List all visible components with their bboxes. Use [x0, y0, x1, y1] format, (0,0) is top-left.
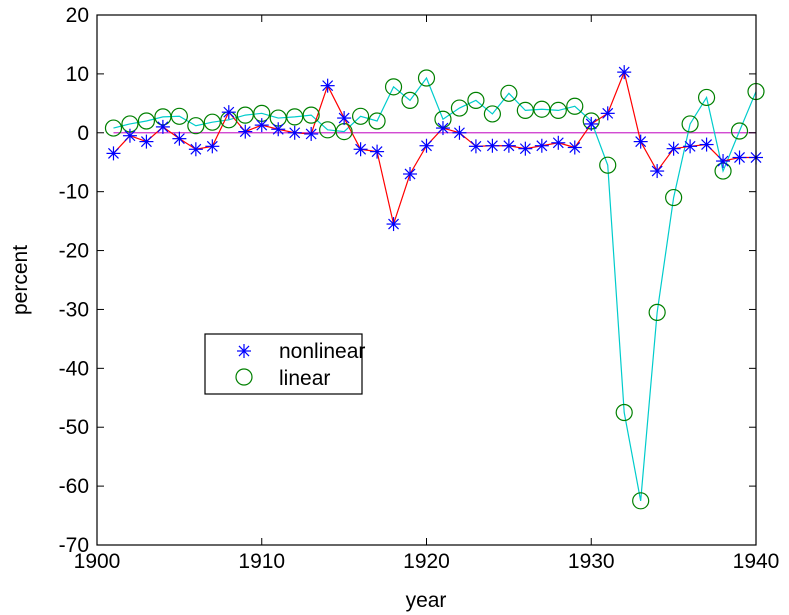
- data-point-linear-1917: [368, 112, 386, 130]
- y-tick-label--20: -20: [59, 240, 89, 263]
- y-tick-label--60: -60: [59, 475, 89, 498]
- y-tick-label-0: 0: [77, 122, 89, 145]
- data-point-nonlinear-1921: [435, 121, 450, 136]
- data-point-nonlinear-1936: [683, 139, 698, 154]
- data-point-linear-1906: [187, 117, 205, 135]
- y-tick-label--70: -70: [59, 534, 89, 557]
- data-point-nonlinear-1902: [122, 128, 137, 143]
- y-tick-label--40: -40: [59, 357, 89, 380]
- x-axis-title: year: [406, 589, 447, 612]
- series-markers-nonlinear: [106, 65, 763, 232]
- legend-label-linear: linear: [279, 367, 330, 390]
- data-point-nonlinear-1925: [501, 138, 516, 153]
- legend-marker-nonlinear: [237, 344, 251, 358]
- data-point-nonlinear-1924: [485, 138, 500, 153]
- data-point-nonlinear-1939: [732, 150, 747, 165]
- data-point-nonlinear-1912: [287, 125, 302, 140]
- data-point-linear-1928: [549, 101, 567, 120]
- data-point-linear-1934: [648, 303, 666, 321]
- data-point-nonlinear-1934: [650, 164, 665, 179]
- x-tick-label-1920: 1920: [403, 550, 450, 573]
- data-point-nonlinear-1922: [452, 125, 467, 140]
- data-point-linear-1939: [730, 122, 749, 140]
- data-point-nonlinear-1923: [468, 139, 483, 154]
- y-tick-label-10: 10: [66, 63, 89, 86]
- data-point-linear-1935: [665, 188, 683, 207]
- data-point-linear-1913: [302, 106, 320, 124]
- data-point-nonlinear-1928: [551, 135, 566, 150]
- data-point-linear-1905: [170, 107, 188, 125]
- data-point-linear-1936: [681, 115, 699, 133]
- data-point-linear-1918: [384, 78, 403, 96]
- data-point-linear-1916: [352, 107, 370, 125]
- data-point-nonlinear-1916: [353, 142, 368, 157]
- data-point-linear-1909: [236, 106, 254, 124]
- data-point-linear-1929: [566, 97, 584, 115]
- data-point-linear-1925: [500, 84, 518, 102]
- data-point-linear-1920: [417, 69, 436, 87]
- data-point-linear-1924: [483, 105, 501, 123]
- y-axis-title: percent: [9, 245, 32, 315]
- x-tick-label-1900: 1900: [74, 550, 121, 573]
- data-point-nonlinear-1930: [584, 116, 599, 131]
- data-point-nonlinear-1920: [419, 138, 434, 153]
- y-tick-label--30: -30: [59, 298, 89, 321]
- data-point-linear-1903: [137, 112, 156, 130]
- data-point-linear-1933: [632, 492, 650, 510]
- data-point-nonlinear-1909: [238, 124, 253, 139]
- legend: nonlinear linear: [204, 333, 365, 395]
- data-point-linear-1932: [615, 403, 633, 422]
- plot-area: [97, 15, 756, 545]
- data-point-nonlinear-1906: [188, 142, 203, 157]
- legend-box: [204, 333, 363, 395]
- data-point-linear-1937: [697, 88, 716, 107]
- data-point-nonlinear-1910: [254, 118, 269, 133]
- data-point-nonlinear-1933: [633, 134, 648, 149]
- x-tick-label-1930: 1930: [568, 550, 615, 573]
- data-point-nonlinear-1937: [699, 137, 714, 152]
- data-point-nonlinear-1932: [617, 65, 632, 80]
- data-point-nonlinear-1901: [106, 146, 121, 161]
- data-point-nonlinear-1926: [518, 141, 533, 156]
- series-line-nonlinear: [113, 70, 756, 227]
- data-point-nonlinear-1913: [304, 126, 319, 141]
- data-point-nonlinear-1919: [403, 167, 418, 181]
- data-point-nonlinear-1917: [370, 144, 385, 159]
- data-point-linear-1912: [286, 108, 304, 126]
- data-point-linear-1923: [467, 91, 485, 109]
- data-point-nonlinear-1914: [320, 78, 335, 93]
- data-point-nonlinear-1904: [155, 119, 170, 134]
- data-point-nonlinear-1905: [172, 131, 187, 146]
- data-point-linear-1931: [599, 156, 617, 174]
- data-point-nonlinear-1908: [221, 105, 236, 120]
- data-point-linear-1914: [319, 121, 337, 139]
- data-point-nonlinear-1929: [567, 140, 582, 155]
- legend-marker-linear: [235, 368, 253, 386]
- x-tick-label-1940: 1940: [733, 550, 780, 573]
- data-point-nonlinear-1903: [139, 134, 154, 149]
- data-point-nonlinear-1907: [205, 139, 220, 154]
- data-point-linear-1919: [401, 91, 419, 109]
- data-point-nonlinear-1938: [716, 154, 731, 169]
- data-point-nonlinear-1927: [534, 138, 549, 153]
- data-point-linear-1907: [203, 113, 221, 131]
- y-tick-label--10: -10: [59, 181, 89, 204]
- legend-label-nonlinear: nonlinear: [279, 340, 365, 363]
- data-point-nonlinear-1915: [337, 111, 352, 126]
- data-point-nonlinear-1918: [386, 217, 401, 232]
- y-tick-label--50: -50: [59, 416, 89, 439]
- data-point-nonlinear-1935: [666, 141, 681, 156]
- data-point-linear-1901: [104, 119, 123, 137]
- data-point-nonlinear-1911: [271, 122, 286, 137]
- x-tick-label-1910: 1910: [238, 550, 285, 573]
- data-point-linear-1922: [450, 99, 469, 117]
- data-point-nonlinear-1931: [600, 106, 615, 121]
- y-tick-label-20: 20: [66, 4, 89, 27]
